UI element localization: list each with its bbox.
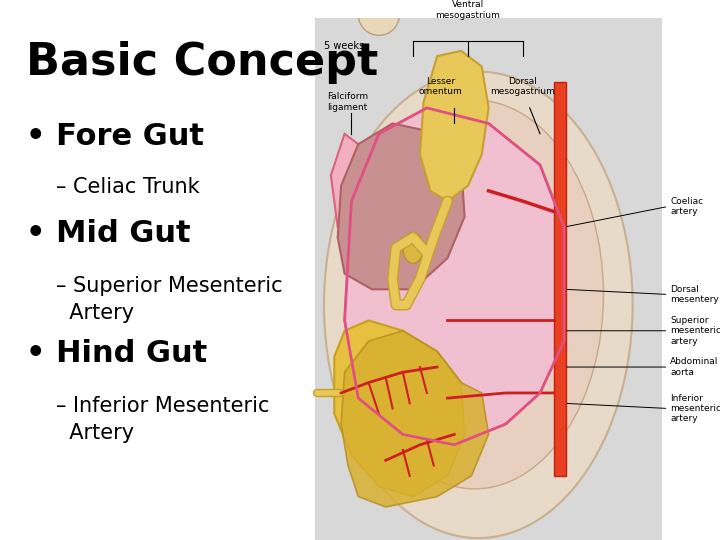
Text: Dorsal
mesogastrium: Dorsal mesogastrium [490,77,555,96]
Text: Dorsal
mesentery: Dorsal mesentery [670,285,719,304]
Polygon shape [345,108,564,445]
Ellipse shape [359,0,400,35]
Text: Superior
mesenteric
artery: Superior mesenteric artery [670,316,720,346]
Text: Falciform
ligament: Falciform ligament [328,92,369,112]
Bar [315,18,662,540]
Text: Ventral
mesogastrium: Ventral mesogastrium [436,1,500,20]
Text: Abdominal
aorta: Abdominal aorta [670,357,719,377]
Polygon shape [341,331,489,507]
Text: – Inferior Mesenteric
  Artery: – Inferior Mesenteric Artery [56,396,270,443]
Text: Inferior
mesenteric
artery: Inferior mesenteric artery [670,394,720,423]
Ellipse shape [403,232,423,264]
Text: Lesser
omentum: Lesser omentum [419,77,462,96]
Text: Coeliac
artery: Coeliac artery [670,197,703,216]
Ellipse shape [324,72,633,538]
Text: • Fore Gut: • Fore Gut [27,122,204,151]
Polygon shape [334,320,464,497]
FancyBboxPatch shape [554,82,566,476]
Text: Basic Concept: Basic Concept [27,42,379,84]
Text: – Superior Mesenteric
  Artery: – Superior Mesenteric Artery [56,276,283,323]
Polygon shape [338,124,464,289]
Text: • Mid Gut: • Mid Gut [27,219,191,248]
Polygon shape [331,134,359,238]
Text: – Celiac Trunk: – Celiac Trunk [56,177,200,197]
Text: 5 weeks: 5 weeks [324,40,364,51]
Polygon shape [420,51,489,201]
Ellipse shape [346,100,603,489]
Text: • Hind Gut: • Hind Gut [27,339,208,368]
